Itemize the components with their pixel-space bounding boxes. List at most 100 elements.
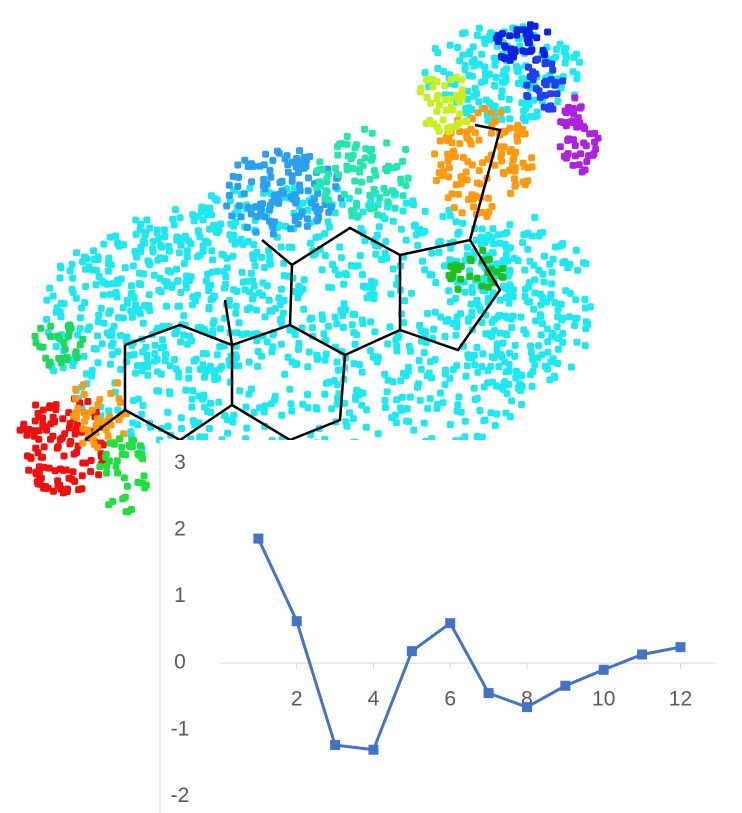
surface-dot bbox=[493, 382, 500, 389]
surface-dot bbox=[182, 387, 189, 394]
surface-dot bbox=[561, 258, 568, 265]
surface-dot bbox=[287, 225, 294, 232]
surface-dot bbox=[423, 94, 430, 101]
surface-dot bbox=[528, 349, 535, 356]
surface-dot bbox=[325, 171, 332, 178]
surface-dot bbox=[549, 67, 556, 74]
surface-dot bbox=[107, 390, 114, 397]
surface-dot bbox=[276, 294, 283, 301]
surface-dot bbox=[304, 215, 311, 222]
x-tick-label: 6 bbox=[444, 688, 456, 711]
surface-dot bbox=[489, 249, 496, 256]
surface-dot bbox=[453, 324, 460, 331]
surface-dot bbox=[577, 105, 584, 112]
surface-dot bbox=[374, 358, 381, 365]
surface-dot bbox=[108, 342, 115, 349]
surface-dot bbox=[332, 209, 339, 216]
surface-dot bbox=[352, 396, 359, 403]
surface-dot bbox=[360, 162, 367, 169]
surface-dot bbox=[497, 109, 504, 116]
surface-dot bbox=[498, 158, 505, 165]
surface-dot bbox=[561, 48, 568, 55]
surface-dot bbox=[137, 226, 144, 233]
surface-dot bbox=[230, 253, 237, 260]
surface-dot bbox=[127, 352, 134, 359]
surface-dot bbox=[497, 143, 504, 150]
surface-dot bbox=[184, 341, 191, 348]
surface-dot bbox=[316, 158, 323, 165]
surface-dot bbox=[243, 278, 250, 285]
surface-dot bbox=[491, 82, 498, 89]
surface-dot bbox=[261, 185, 268, 192]
surface-dot bbox=[296, 340, 303, 347]
surface-dot bbox=[253, 249, 260, 256]
surface-dot bbox=[564, 264, 571, 271]
surface-dot bbox=[518, 401, 525, 408]
surface-dot bbox=[481, 383, 488, 390]
surface-dot bbox=[572, 152, 579, 159]
surface-dot bbox=[201, 404, 208, 411]
surface-dot bbox=[434, 65, 441, 72]
surface-dot bbox=[47, 333, 54, 340]
surface-dot bbox=[20, 421, 27, 428]
surface-dot bbox=[114, 470, 121, 477]
surface-dot bbox=[441, 262, 448, 269]
surface-dot bbox=[549, 358, 556, 365]
surface-dot bbox=[427, 395, 434, 402]
surface-dot bbox=[178, 425, 185, 432]
surface-dot bbox=[571, 94, 578, 101]
surface-dot bbox=[228, 212, 235, 219]
surface-dot bbox=[234, 162, 241, 169]
surface-dot bbox=[79, 460, 86, 467]
surface-dot bbox=[572, 315, 579, 322]
surface-dot bbox=[189, 404, 196, 411]
surface-dot bbox=[456, 110, 463, 117]
surface-dot bbox=[307, 316, 314, 323]
surface-dot bbox=[554, 98, 561, 105]
surface-dot bbox=[519, 26, 526, 33]
surface-dot bbox=[111, 323, 118, 330]
surface-dot bbox=[251, 409, 258, 416]
surface-dot bbox=[366, 192, 373, 199]
surface-dot bbox=[299, 162, 306, 169]
surface-dot bbox=[224, 416, 231, 423]
surface-dot bbox=[348, 262, 355, 269]
surface-dot bbox=[562, 287, 569, 294]
surface-dot bbox=[442, 367, 449, 374]
surface-dot bbox=[474, 32, 481, 39]
surface-dot bbox=[384, 340, 391, 347]
surface-dot bbox=[46, 285, 53, 292]
surface-dot bbox=[500, 169, 507, 176]
surface-dot bbox=[266, 253, 273, 260]
surface-dot bbox=[305, 174, 312, 181]
surface-dot bbox=[466, 72, 473, 79]
surface-dot bbox=[171, 356, 178, 363]
surface-dot bbox=[528, 154, 535, 161]
surface-dot bbox=[572, 296, 579, 303]
surface-dot bbox=[285, 169, 292, 176]
surface-dot bbox=[557, 118, 564, 125]
surface-dot bbox=[124, 297, 131, 304]
surface-dot bbox=[278, 244, 285, 251]
surface-dot bbox=[443, 107, 450, 114]
surface-dot bbox=[246, 359, 253, 366]
surface-dot bbox=[23, 432, 30, 439]
surface-dot bbox=[314, 208, 321, 215]
surface-dot bbox=[213, 228, 220, 235]
surface-dot bbox=[169, 282, 176, 289]
surface-dot bbox=[200, 248, 207, 255]
surface-dot bbox=[503, 251, 510, 258]
surface-dot bbox=[532, 71, 539, 78]
surface-dot bbox=[208, 296, 215, 303]
surface-dot bbox=[52, 467, 59, 474]
surface-dot bbox=[383, 139, 390, 146]
surface-dot bbox=[524, 246, 531, 253]
surface-dot bbox=[492, 103, 499, 110]
surface-dot bbox=[390, 378, 397, 385]
surface-dot bbox=[233, 303, 240, 310]
surface-dot bbox=[81, 254, 88, 261]
surface-dot bbox=[455, 286, 462, 293]
surface-dot bbox=[185, 367, 192, 374]
surface-dot bbox=[101, 320, 108, 327]
surface-dot bbox=[201, 394, 208, 401]
